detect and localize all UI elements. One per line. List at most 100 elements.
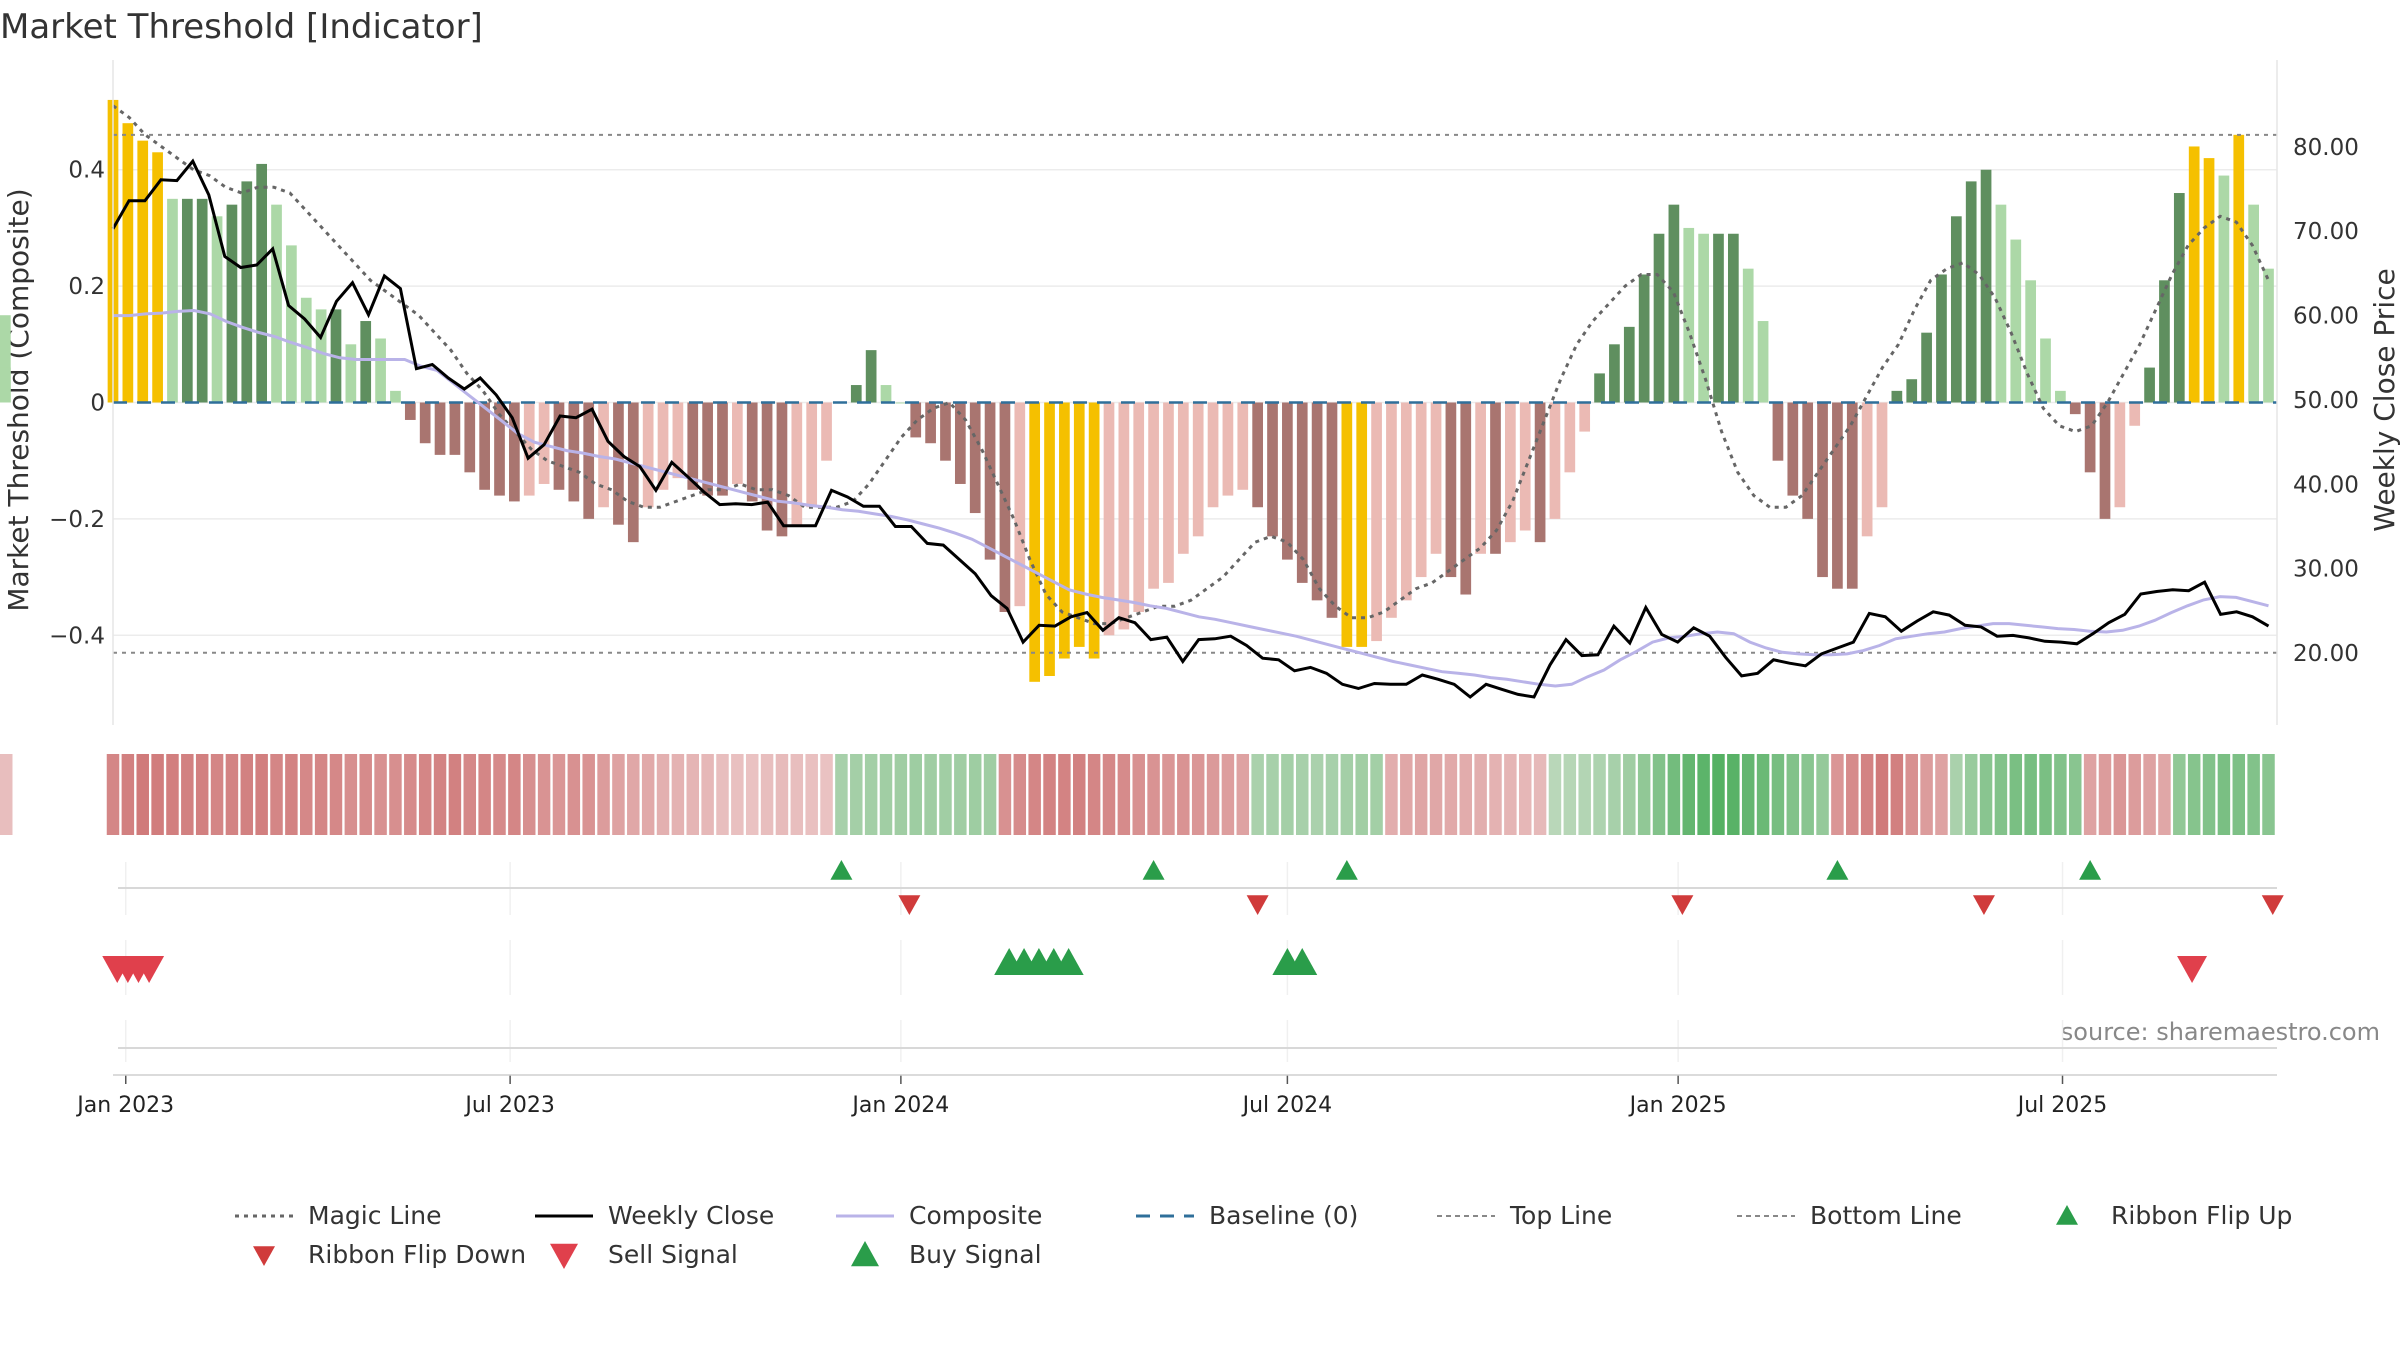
histogram-bar [1713,233,1724,403]
ribbon-segment [1028,754,1041,835]
ribbon-segment [181,754,194,835]
right-tick-label: 30.00 [2293,557,2359,583]
ribbon-segment [1013,754,1027,835]
histogram-bar [806,402,818,508]
ribbon-segment [537,754,551,835]
histogram-bar [687,402,699,490]
histogram-bar [1668,204,1680,403]
legend-item: Magic Line [235,1201,442,1230]
ribbon-segment [0,754,13,835]
ribbon-segment [240,754,254,835]
composite-line [113,308,2269,688]
histogram-bar [791,402,803,525]
legend-label: Weekly Close [608,1201,774,1230]
histogram-bar [1356,402,1368,647]
ribbon-flip-up-marker [830,860,853,880]
ribbon-segment [374,754,387,835]
ribbon-segment [1310,754,1324,835]
histogram-bar [1222,402,1234,496]
histogram-bar [925,402,936,444]
histogram-bar [1846,402,1858,589]
right-tick-label: 70.00 [2293,219,2359,245]
ribbon-segment [136,754,149,835]
ribbon-segment [567,754,581,835]
ribbon-segment [627,754,640,835]
histogram-bar [1341,402,1353,647]
ribbon-segment [612,754,625,835]
lines-layer [111,104,2277,699]
histogram-bar [286,245,297,403]
ribbon-segment [2098,754,2112,835]
right-axis-label: Weekly Close Price [2368,268,2400,531]
left-tick-label: 0.2 [68,274,105,300]
x-tick-label: Jan 2025 [1628,1093,1727,1118]
ribbon-segment [210,754,224,835]
histogram-bar [1698,233,1709,403]
ribbon-segment [389,754,402,835]
legend-label: Magic Line [308,1201,442,1230]
ribbon-segment [1831,754,1844,835]
histogram-bar [1088,402,1100,659]
histogram-bar [1564,402,1576,473]
legend-item: Ribbon Flip Up [2056,1201,2292,1230]
histogram-bar [1950,216,1962,403]
histogram-bar [360,321,372,403]
ribbon-segment [1370,754,1383,835]
ribbon-segment [790,754,804,835]
histogram-bar [211,216,223,403]
ribbon-segment [2083,754,2097,835]
histogram-bar [1787,402,1799,496]
histogram-bar [821,402,832,461]
histogram-bar [1638,274,1650,403]
right-tick-label: 50.00 [2293,388,2359,414]
histogram-bar [1311,402,1323,601]
ribbon-flip-down-marker [1671,895,1694,915]
ribbon-segment [731,754,744,835]
ribbon-segment [2128,754,2141,835]
histogram-bar [1059,402,1070,659]
ribbon-segment [983,754,997,835]
histogram-bar [2144,367,2155,403]
ribbon-segment [2247,754,2260,835]
right-tick-label: 80.00 [2293,135,2359,161]
histogram-bar [2263,268,2274,403]
ribbon-segment [478,754,491,835]
histogram-bar [509,402,520,502]
ribbon-segment [1816,754,1829,835]
ribbon-segment [1994,754,2008,835]
legend-item: Baseline (0) [1136,1201,1358,1230]
legend-label: Ribbon Flip Down [308,1240,526,1269]
ribbon-segment [1741,754,1755,835]
ribbon-segment [1489,754,1502,835]
histogram-bar [2040,338,2051,403]
histogram-bar [1772,402,1784,461]
histogram-bar [1445,402,1457,578]
ribbon-segment [195,754,209,835]
histogram-layer [0,99,2274,682]
histogram-bar [1906,379,1918,403]
left-tick-label: 0 [90,391,105,417]
ribbon-segment [671,754,685,835]
ribbon-segment [909,754,922,835]
ribbon-segment [552,754,566,835]
ribbon-segment [1221,754,1235,835]
histogram-bar [1133,402,1145,612]
ribbon-segment [1875,754,1889,835]
ribbon-segment [2024,754,2037,835]
chart-title: Market Threshold [Indicator] [0,7,483,47]
ribbon-segment [1756,754,1770,835]
ribbon-flip-up-marker [1142,860,1165,880]
histogram-bar [940,402,951,461]
x-tick-label: Jul 2024 [1241,1093,1333,1118]
ribbon-segment [745,754,759,835]
ribbon-segment [656,754,670,835]
histogram-bar [2069,402,2081,415]
histogram-bar [2010,239,2022,403]
ribbon-segment [300,754,313,835]
ribbon-segment [1935,754,1948,835]
histogram-bar [1757,321,1769,403]
ribbon-segment [418,754,432,835]
right-tick-label: 40.00 [2293,472,2359,498]
histogram-bar [0,367,11,403]
ribbon-segment [1385,754,1398,835]
